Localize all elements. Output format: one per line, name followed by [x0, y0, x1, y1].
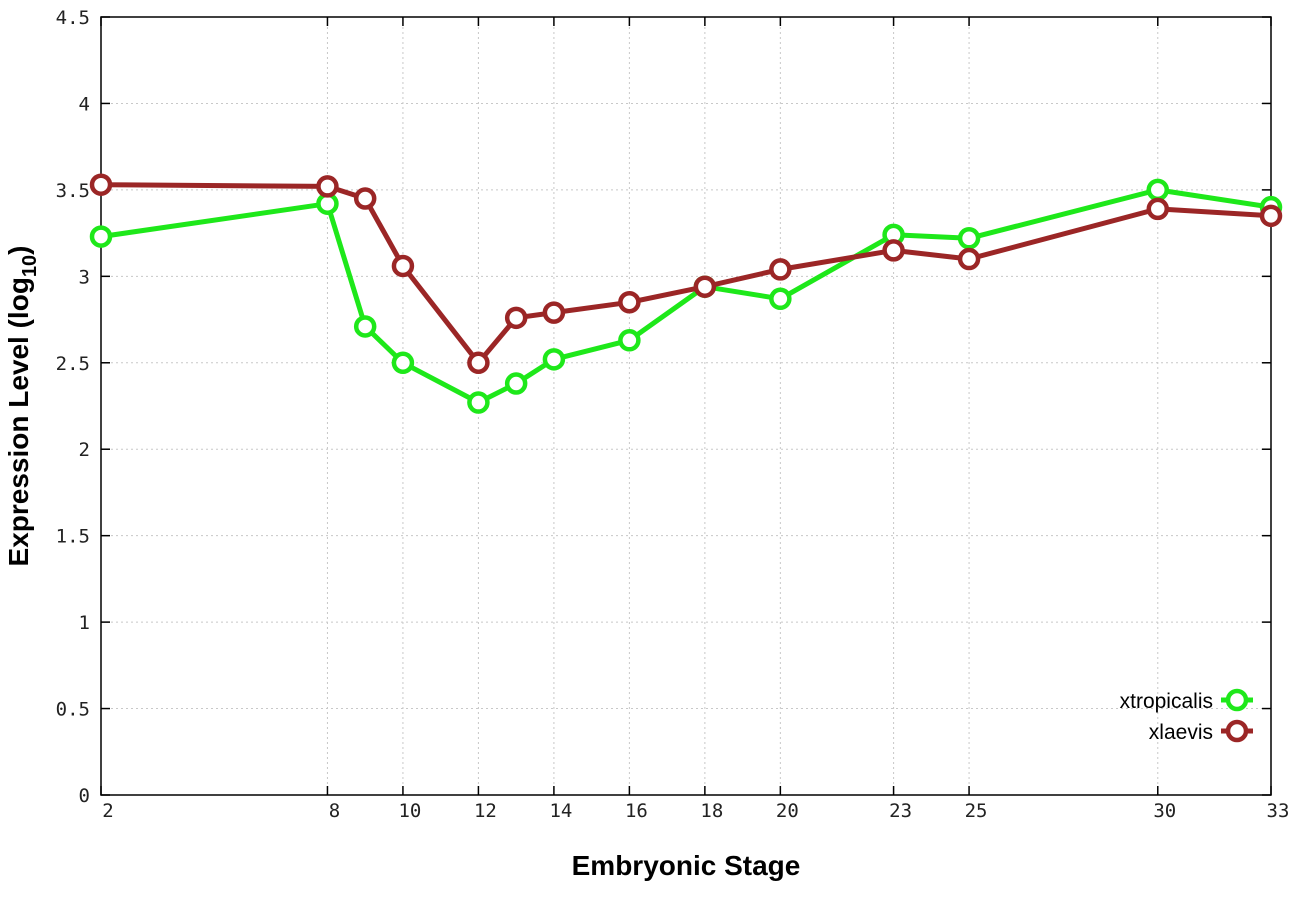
series-xtropicalis — [89, 178, 1283, 414]
data-point — [1146, 197, 1170, 221]
data-point — [1259, 204, 1283, 228]
legend-item-xtropicalis: xtropicalis — [1120, 688, 1253, 713]
gridlines — [101, 17, 1271, 795]
y-tick-label: 2 — [79, 439, 90, 461]
data-point — [542, 301, 566, 324]
y-tick-label: 3 — [79, 266, 90, 288]
x-tick-label: 25 — [965, 800, 988, 822]
data-point — [391, 254, 415, 278]
series-xlaevis — [89, 173, 1283, 375]
data-point — [618, 291, 641, 314]
series-line — [100, 182, 1272, 366]
data-point — [769, 258, 792, 281]
x-tick-label: 23 — [889, 800, 912, 822]
y-axis-title-main: Expression Level (log — [3, 277, 34, 566]
data-point — [769, 287, 792, 311]
y-tick-label: 0 — [79, 785, 90, 807]
x-tick-label: 18 — [700, 800, 723, 822]
legend-marker-swatch — [1225, 719, 1249, 743]
data-point — [882, 239, 905, 262]
series-line — [100, 187, 1272, 405]
legend: xtropicalis xlaevis — [1120, 688, 1253, 744]
x-tick-label: 2 — [102, 800, 113, 822]
data-point — [504, 306, 528, 330]
x-tick-label: 33 — [1267, 800, 1290, 822]
y-axis-title-close: ) — [3, 246, 34, 255]
y-tick-label: 4 — [79, 93, 90, 115]
data-point — [316, 175, 339, 198]
data-point — [89, 173, 113, 196]
x-tick-label: 16 — [625, 800, 648, 822]
data-point — [504, 372, 528, 395]
data-series — [89, 173, 1283, 414]
x-tick-label: 8 — [329, 800, 340, 822]
y-tick-label: 4.5 — [56, 7, 90, 29]
x-tick-label: 12 — [474, 800, 497, 822]
y-axis-title-subscript: 10 — [19, 255, 41, 277]
data-point — [957, 247, 981, 271]
y-tick-label: 1 — [79, 612, 90, 634]
data-point — [1146, 178, 1170, 202]
legend-marker-swatch — [1225, 688, 1249, 712]
legend-label: xtropicalis — [1120, 690, 1213, 713]
plot-frame — [100, 16, 1272, 796]
y-tick-label: 2.5 — [56, 353, 90, 375]
data-point — [618, 329, 641, 352]
y-tick-label: 0.5 — [56, 699, 90, 721]
legend-label: xlaevis — [1149, 721, 1213, 744]
y-tick-label: 1.5 — [56, 526, 90, 548]
data-point — [957, 227, 981, 250]
data-point — [391, 351, 415, 375]
data-point — [467, 351, 490, 375]
x-tick-label: 20 — [776, 800, 799, 822]
x-tick-label: 10 — [398, 800, 421, 822]
y-axis-title: Expression Level (log10) — [3, 246, 41, 567]
y-tick-label: 3.5 — [56, 180, 90, 202]
data-point — [693, 275, 717, 298]
data-point — [89, 225, 113, 248]
legend-item-xlaevis: xlaevis — [1149, 719, 1253, 744]
data-point — [353, 315, 377, 338]
axis-ticks: 0 0.5 1 1.5 2 2.5 3 3.5 4 4.5 2 8 10 12 14 16 18 20 23 25 30… — [56, 7, 1290, 822]
data-point — [353, 187, 377, 210]
data-point — [467, 391, 490, 414]
x-axis-title: Embryonic Stage — [572, 850, 801, 881]
x-tick-label: 14 — [549, 800, 572, 822]
x-tick-label: 30 — [1153, 800, 1176, 822]
data-point — [542, 348, 566, 371]
